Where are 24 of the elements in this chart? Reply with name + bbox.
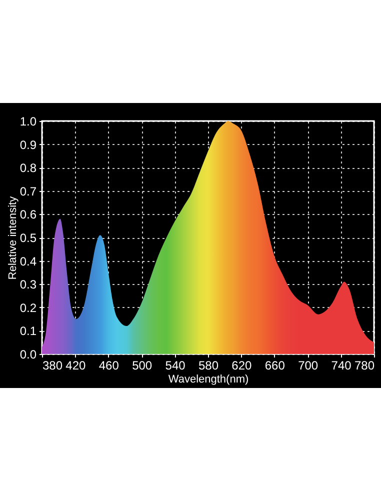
y-tick-label: 0.3 <box>20 278 37 292</box>
y-tick-label: 0.8 <box>20 161 37 176</box>
y-tick-label: 1.0 <box>20 114 37 128</box>
x-tick-label: 420 <box>66 358 86 372</box>
y-tick-label: 0.7 <box>20 184 37 198</box>
y-tick-label: 0.1 <box>20 324 37 338</box>
x-tick-label: 660 <box>264 358 286 372</box>
y-tick-label: 0.0 <box>20 348 37 362</box>
x-tick-label: 540 <box>165 358 186 372</box>
y-tick-label: 0.9 <box>20 138 37 152</box>
y-tick-label: 0.4 <box>20 254 37 268</box>
x-tick-label: 380 <box>42 358 63 372</box>
x-axis-title: Wavelength(nm) <box>168 374 249 386</box>
y-axis-title: Relative intensity <box>6 196 19 280</box>
x-tick-label: 580 <box>198 358 219 372</box>
x-tick-label: 500 <box>132 358 152 372</box>
x-tick-label: 700 <box>298 358 318 372</box>
x-tick-label: 460 <box>98 358 120 372</box>
x-tick-label: 740 <box>331 358 352 372</box>
y-tick-label: 0.5 <box>20 231 37 245</box>
x-tick-label: 780 <box>354 358 375 372</box>
x-tick-label: 620 <box>232 358 252 372</box>
y-tick-label: 0.2 <box>20 300 37 315</box>
y-tick-label: 0.6 <box>20 208 37 222</box>
